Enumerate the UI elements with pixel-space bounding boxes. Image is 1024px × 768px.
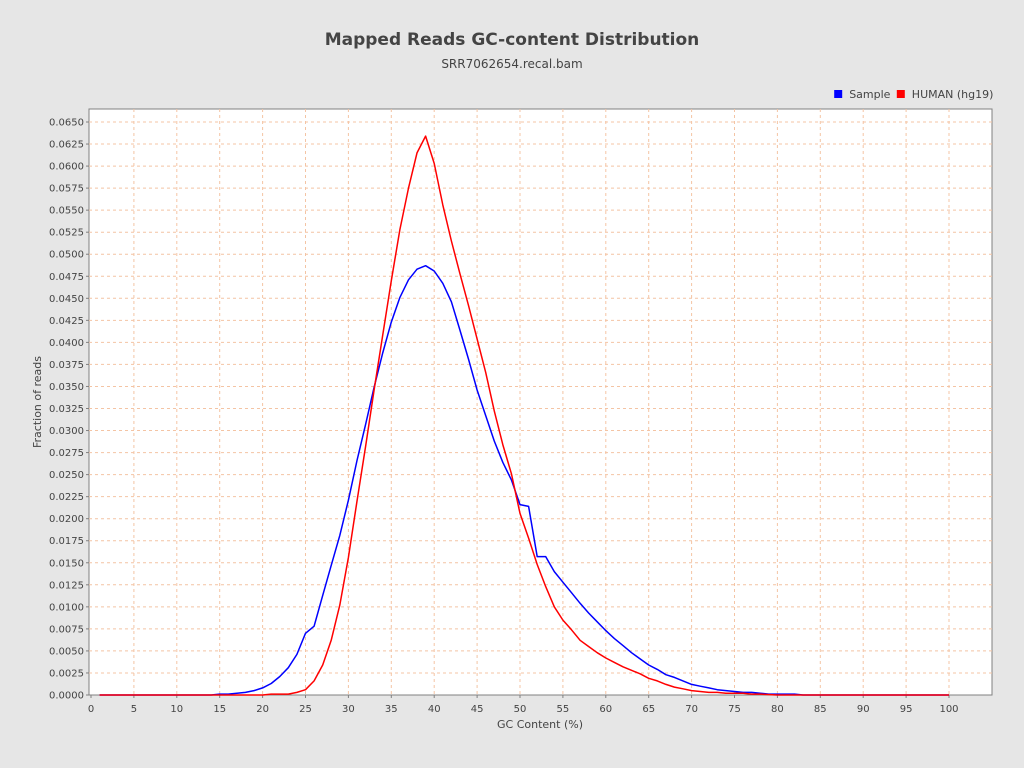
chart-subtitle: SRR7062654.recal.bam [441, 57, 583, 71]
y-tick-label: 0.0375 [49, 360, 84, 371]
y-tick-label: 0.0025 [49, 668, 84, 679]
chart-title: Mapped Reads GC-content Distribution [324, 30, 700, 50]
x-axis-label: GC Content (%) [497, 718, 583, 731]
y-axis-label: Fraction of reads [31, 356, 44, 448]
x-tick-label: 10 [170, 704, 183, 715]
y-tick-label: 0.0450 [49, 294, 84, 305]
y-tick-label: 0.0100 [49, 602, 84, 613]
y-tick-label: 0.0250 [49, 470, 84, 481]
y-tick-label: 0.0275 [49, 448, 84, 459]
y-tick-label: 0.0575 [49, 184, 84, 195]
y-tick-label: 0.0400 [49, 338, 84, 349]
x-tick-label: 75 [728, 704, 741, 715]
x-tick-label: 5 [131, 704, 137, 715]
x-tick-label: 0 [88, 704, 94, 715]
y-tick-label: 0.0650 [49, 118, 84, 129]
y-tick-label: 0.0425 [49, 316, 84, 327]
y-tick-label: 0.0550 [49, 206, 84, 217]
x-tick-label: 85 [814, 704, 827, 715]
x-tick-label: 100 [939, 704, 958, 715]
y-tick-label: 0.0475 [49, 272, 84, 283]
y-tick-label: 0.0150 [49, 558, 84, 569]
legend-swatch [896, 90, 905, 98]
y-tick-label: 0.0625 [49, 140, 84, 151]
x-tick-label: 95 [900, 704, 913, 715]
legend-swatch [834, 90, 843, 98]
y-tick-label: 0.0075 [49, 624, 84, 635]
x-tick-label: 40 [428, 704, 441, 715]
y-tick-label: 0.0225 [49, 492, 84, 503]
x-tick-label: 90 [857, 704, 870, 715]
x-tick-label: 35 [385, 704, 398, 715]
x-tick-label: 20 [256, 704, 269, 715]
x-tick-label: 45 [471, 704, 484, 715]
series-line-human-hg19 [99, 135, 949, 696]
x-tick-label: 60 [599, 704, 612, 715]
y-tick-label: 0.0350 [49, 382, 84, 393]
y-tick-label: 0.0125 [49, 580, 84, 591]
x-tick-label: 15 [213, 704, 226, 715]
x-tick-label: 55 [557, 704, 570, 715]
y-tick-label: 0.0000 [49, 691, 84, 702]
y-tick-label: 0.0175 [49, 536, 84, 547]
y-tick-label: 0.0500 [49, 250, 84, 261]
x-tick-label: 70 [685, 704, 698, 715]
legend: Sample HUMAN (hg19) [834, 88, 993, 101]
legend-label: HUMAN (hg19) [912, 88, 994, 101]
y-tick-label: 0.0200 [49, 514, 84, 525]
legend-label: Sample [849, 88, 890, 101]
x-tick-label: 65 [642, 704, 655, 715]
y-tick-label: 0.0325 [49, 404, 84, 415]
x-tick-label: 80 [771, 704, 784, 715]
y-tick-label: 0.0050 [49, 646, 84, 657]
x-tick-label: 25 [299, 704, 312, 715]
y-tick-label: 0.0525 [49, 228, 84, 239]
series [99, 135, 949, 696]
x-tick-label: 50 [514, 704, 527, 715]
axes: 0.0000 0.0025 0.0050 0.0075 0.0100 0.0125 0.01… [49, 118, 959, 716]
y-tick-label: 0.0300 [49, 426, 84, 437]
plot-area [88, 108, 993, 696]
x-tick-label: 30 [342, 704, 355, 715]
grid [89, 109, 992, 695]
y-tick-label: 0.0600 [49, 162, 84, 173]
